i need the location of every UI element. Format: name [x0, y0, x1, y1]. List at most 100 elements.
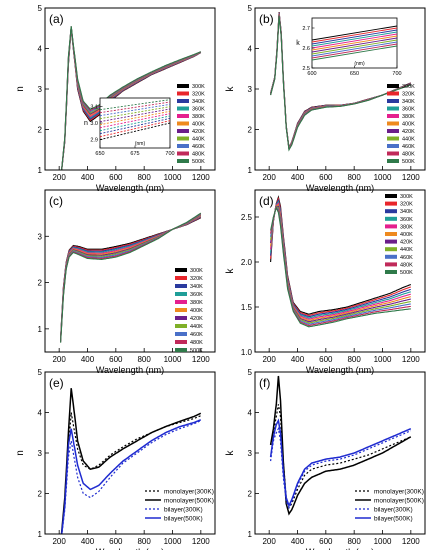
legend-entry: 400K — [402, 122, 415, 128]
x-tick-label: 1000 — [374, 355, 392, 364]
x-tick-label: 400 — [81, 537, 95, 546]
legend-entry: 380K — [400, 224, 413, 230]
legend-entry: 380K — [190, 300, 203, 306]
legend-swatch — [175, 268, 187, 272]
legend-entry: 500K — [402, 159, 415, 165]
legend-swatch — [385, 232, 397, 236]
x-axis-label: Wavelength (nm) — [306, 365, 374, 375]
legend-entry: 360K — [400, 217, 413, 223]
legend-entry: 440K — [400, 247, 413, 253]
legend-entry: monolayer(300K) — [164, 489, 214, 496]
inset-y-tick-label: 2.5 — [302, 66, 310, 72]
y-axis-label: n — [15, 450, 26, 456]
legend: monolayer(300K) monolayer(500K) bilayer(30… — [355, 489, 424, 523]
legend-swatch — [385, 216, 397, 221]
y-tick-label: 1.5 — [241, 303, 253, 312]
legend-swatch — [387, 159, 399, 163]
legend: 300K320K340K360K380K400K420K440K460K480K… — [175, 268, 203, 354]
x-tick-label: 1200 — [402, 537, 420, 546]
inset-series-line — [311, 33, 398, 49]
legend-swatch — [175, 324, 187, 328]
legend-entry: 300K — [190, 268, 203, 274]
panel-label: (f) — [259, 376, 270, 390]
y-tick-label: 3 — [38, 449, 43, 458]
legend-swatch — [177, 91, 189, 96]
inset-series-line — [99, 117, 171, 135]
legend-swatch — [385, 224, 397, 229]
inset-series-line — [99, 106, 171, 120]
legend-entry: 300K — [192, 84, 205, 90]
inset-series-line — [99, 120, 171, 138]
legend-entry: 480K — [192, 152, 205, 158]
legend-swatch — [177, 114, 189, 118]
panel-label: (a) — [49, 12, 64, 26]
x-tick-label: 800 — [137, 537, 151, 546]
legend-swatch — [387, 99, 399, 103]
x-axis-label: Wavelength (nm) — [96, 547, 164, 550]
legend-entry: 460K — [192, 144, 205, 150]
x-tick-label: 400 — [81, 355, 95, 364]
legend: 300K320K340K360K380K400K420K440K460K480K… — [387, 84, 415, 165]
legend-entry: 400K — [400, 232, 413, 238]
legend-entry: 320K — [190, 276, 203, 282]
x-tick-label: 200 — [52, 355, 66, 364]
inset-x-axis-label: (nm) — [354, 61, 365, 67]
x-tick-label: 1200 — [402, 355, 420, 364]
x-tick-label: 800 — [347, 355, 361, 364]
y-tick-label: 1.0 — [241, 348, 253, 357]
inset-x-tick-label: 675 — [130, 151, 139, 157]
series-line-monolayer(500K) — [269, 375, 412, 516]
y-tick-label: 5 — [38, 368, 43, 377]
legend-swatch — [385, 254, 397, 259]
chart-panel-3: 200 400 600 800 1000 1200 1 2 3 Wavelength (nm) (c… — [38, 189, 216, 375]
y-tick-label: 2 — [38, 126, 43, 135]
legend-swatch — [387, 136, 399, 141]
legend-swatch — [385, 270, 397, 274]
x-tick-label: 200 — [262, 537, 276, 546]
y-tick-label: 3 — [38, 232, 43, 241]
legend-swatch — [387, 91, 399, 96]
series-line-bilayer(500K) — [269, 418, 412, 508]
y-axis-label: k — [225, 268, 236, 274]
legend-entry: 440K — [190, 324, 203, 330]
y-tick-label: 5 — [248, 4, 253, 13]
y-tick-label: 1 — [38, 530, 43, 539]
y-tick-label: 4 — [38, 45, 43, 54]
x-tick-label: 400 — [291, 355, 305, 364]
panel-label: (e) — [49, 376, 64, 390]
series-line-500K — [61, 26, 202, 170]
legend-entry: 460K — [400, 255, 413, 261]
x-tick-label: 1000 — [164, 537, 182, 546]
chart-panel-4: 200 400 600 800 1000 1200 1.0 1.5 2.0 2.5 Waveleng… — [225, 189, 426, 375]
y-tick-label: 3 — [248, 85, 253, 94]
legend: 300K320K340K360K380K400K420K440K460K480K… — [385, 194, 413, 276]
x-axis-label: Wavelength (nm) — [306, 547, 374, 550]
y-tick-label: 2 — [38, 279, 43, 288]
x-tick-label: 200 — [262, 173, 276, 182]
series-line-500K — [270, 206, 411, 328]
axes-frame — [254, 189, 426, 353]
legend-entry: 480K — [190, 340, 203, 346]
x-tick-label: 800 — [137, 173, 151, 182]
y-tick-label: 2 — [248, 490, 253, 499]
x-tick-label: 200 — [262, 355, 276, 364]
legend-entry: 420K — [402, 129, 415, 135]
legend-swatch — [175, 348, 187, 352]
panel-label: (d) — [259, 194, 274, 208]
chart-panel-6: 200 400 600 800 1000 1200 1 2 3 4 5 Wavelength (nm)… — [225, 368, 426, 550]
inset-series-line — [99, 122, 171, 141]
legend-entry: 360K — [402, 107, 415, 113]
chart-panel-1: 200 400 600 800 1000 1200 1 2 3 4 5 Wavelength (nm)… — [15, 4, 216, 193]
legend-swatch — [177, 144, 189, 148]
inset: 650 675 700 2.9 3.0 3.1 (nm) n — [84, 97, 175, 157]
legend-entry: monolayer(500K) — [164, 498, 214, 505]
x-tick-label: 600 — [319, 537, 333, 546]
inset-y-axis-label: n — [84, 120, 88, 127]
y-tick-label: 3 — [38, 85, 43, 94]
inset-series-line — [99, 101, 171, 114]
legend-entry: 400K — [190, 308, 203, 314]
x-tick-label: 1000 — [164, 173, 182, 182]
legend-swatch — [175, 316, 187, 320]
plot-area — [270, 195, 412, 328]
series-line-bilayer(500K) — [60, 419, 202, 534]
